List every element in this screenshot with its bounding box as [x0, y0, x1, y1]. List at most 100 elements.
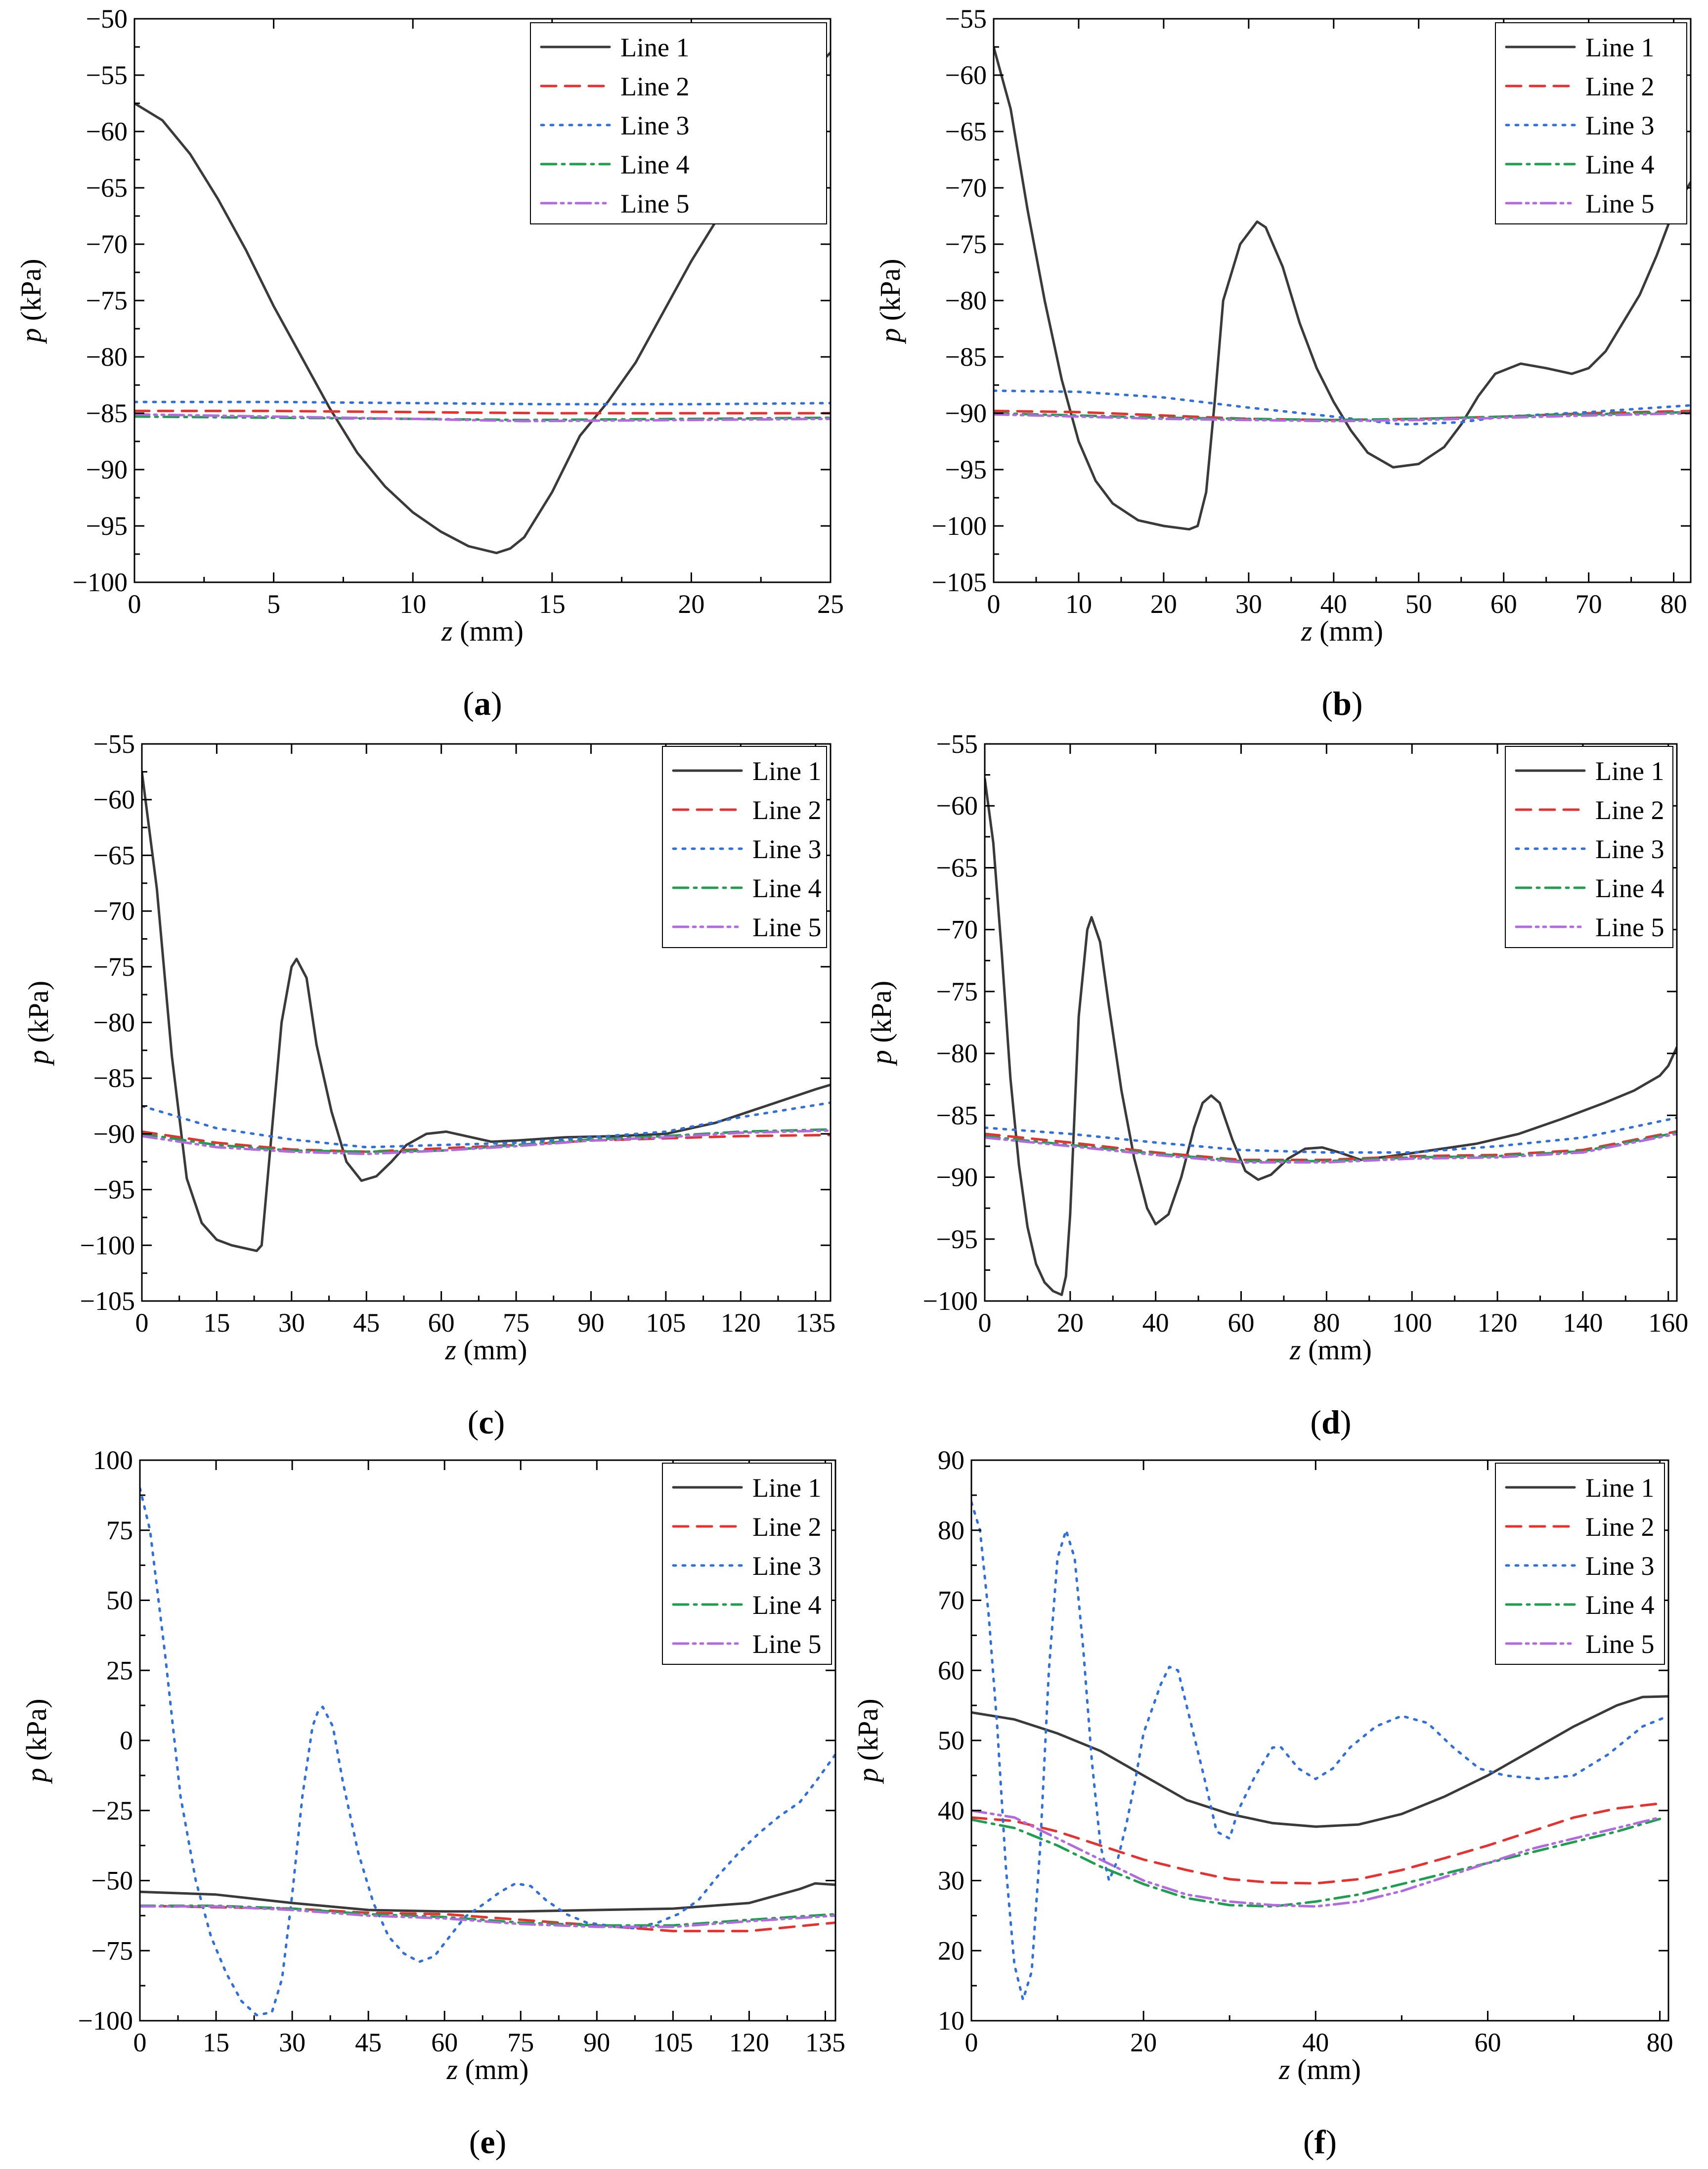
- x-tick-label: 60: [431, 2028, 458, 2057]
- x-axis-unit: (mm): [453, 615, 524, 647]
- x-tick-label: 0: [128, 589, 141, 619]
- x-tick-label: 120: [721, 1308, 761, 1338]
- x-tick-label: 0: [133, 2028, 147, 2057]
- series-line-4: [140, 1905, 835, 1927]
- y-tick-label: −70: [936, 915, 978, 945]
- x-axis-title: z (mm): [1278, 2053, 1361, 2085]
- y-axis-unit: (kPa): [15, 259, 47, 328]
- x-tick-label: 30: [1235, 589, 1262, 619]
- legend: Line 1 Line 2 Line 3 Line 4 Line 5: [1495, 22, 1687, 224]
- y-tick-label: 50: [938, 1726, 964, 1755]
- y-axis-title: p (kPa): [15, 259, 47, 344]
- panel-label: (e): [469, 2123, 507, 2161]
- series-line-3: [985, 1116, 1677, 1154]
- y-axis-unit: (kPa): [874, 259, 906, 328]
- legend: Line 1 Line 2 Line 3 Line 4 Line 5: [662, 1463, 832, 1665]
- x-tick-label: 0: [135, 1308, 149, 1338]
- x-tick-label: 30: [279, 2028, 306, 2057]
- series-line-5: [134, 413, 831, 423]
- y-tick-label: −75: [86, 286, 128, 315]
- panel-letter: d: [1321, 1403, 1340, 1441]
- y-tick-label: 30: [938, 1866, 964, 1896]
- y-tick-label: −60: [86, 117, 128, 146]
- y-axis-var: p: [15, 328, 47, 345]
- legend-label-4: Line 4: [1585, 150, 1654, 179]
- x-tick-label: 60: [428, 1308, 455, 1338]
- legend-label-1: Line 1: [620, 33, 689, 62]
- y-tick-label: −65: [945, 117, 987, 146]
- x-tick-label: 80: [1661, 589, 1687, 619]
- x-axis-var: z: [1278, 2053, 1290, 2085]
- x-tick-label: 15: [203, 2028, 229, 2057]
- x-tick-label: 40: [1302, 2028, 1329, 2057]
- series-line-2: [142, 1130, 831, 1153]
- y-tick-label: 75: [106, 1516, 133, 1545]
- y-tick-label: −90: [936, 1163, 978, 1192]
- y-tick-label: −65: [86, 173, 128, 203]
- x-axis-title: z (mm): [1301, 615, 1383, 647]
- y-tick-label: −80: [936, 1039, 978, 1068]
- x-tick-label: 50: [1405, 589, 1432, 619]
- y-tick-label: −70: [86, 229, 128, 259]
- legend-label-4: Line 4: [1585, 1590, 1654, 1620]
- series-line-1: [140, 1882, 835, 1913]
- legend-box: [1495, 22, 1687, 224]
- legend-box: [530, 22, 827, 224]
- x-tick-label: 120: [1478, 1308, 1518, 1338]
- legend-label-3: Line 3: [1595, 834, 1664, 864]
- legend-label-4: Line 4: [752, 1590, 821, 1620]
- x-tick-label: 5: [267, 589, 280, 619]
- legend-label-2: Line 2: [752, 1512, 821, 1542]
- y-tick-label: 90: [938, 1445, 964, 1475]
- legend-label-2: Line 2: [1595, 795, 1664, 825]
- series-line-5: [140, 1905, 835, 1928]
- legend-label-3: Line 3: [1585, 1551, 1654, 1581]
- legend-label-3: Line 3: [752, 1551, 821, 1581]
- y-axis-unit: (kPa): [22, 981, 54, 1050]
- y-tick-label: −105: [80, 1286, 135, 1316]
- legend-label-5: Line 5: [1585, 189, 1654, 218]
- legend-label-5: Line 5: [1595, 912, 1664, 942]
- y-tick-label: 50: [106, 1586, 133, 1615]
- y-tick-label: −50: [86, 4, 128, 34]
- series-line-3: [140, 1487, 835, 2017]
- panel-label: (d): [1310, 1403, 1351, 1441]
- x-tick-label: 90: [583, 2028, 610, 2057]
- legend-label-4: Line 4: [752, 873, 821, 903]
- y-tick-label: −75: [945, 229, 987, 259]
- y-tick-label: 0: [120, 1726, 133, 1755]
- y-tick-label: −60: [945, 60, 987, 90]
- legend-label-2: Line 2: [1585, 72, 1654, 101]
- y-tick-label: −75: [936, 977, 978, 1006]
- x-axis-var: z: [446, 2053, 458, 2085]
- y-tick-label: −100: [73, 567, 128, 597]
- legend-label-3: Line 3: [620, 111, 689, 140]
- x-axis-title: z (mm): [445, 1334, 527, 1366]
- chart-panel-e: 0 15 30 45 60 75 90 105 120 135 −100 −75 −50 −25 0 25 50…: [20, 1445, 845, 2161]
- legend-box: [1495, 1463, 1665, 1665]
- y-axis-unit: (kPa): [20, 1698, 52, 1768]
- series-line-1: [985, 777, 1677, 1296]
- x-tick-label: 60: [1490, 589, 1517, 619]
- y-tick-label: −90: [945, 398, 987, 428]
- legend-label-1: Line 1: [752, 756, 821, 786]
- x-tick-label: 105: [653, 2028, 693, 2057]
- y-tick-label: 60: [938, 1655, 964, 1685]
- x-tick-label: 60: [1474, 2028, 1501, 2057]
- y-tick-label: −55: [86, 60, 128, 90]
- chart-panel-a: 0 5 10 15 20 25 −100 −95 −90 −85 −80 −75 −70 −65 −60 −5…: [15, 4, 844, 722]
- legend-label-5: Line 5: [752, 1629, 821, 1659]
- legend-label-3: Line 3: [752, 834, 821, 864]
- series-line-2: [134, 409, 831, 415]
- y-axis-title: p (kPa): [852, 1698, 884, 1784]
- x-tick-label: 105: [646, 1308, 686, 1338]
- x-axis-var: z: [445, 1334, 457, 1366]
- y-axis-title: p (kPa): [874, 259, 906, 344]
- legend-label-2: Line 2: [1585, 1512, 1654, 1542]
- x-tick-label: 10: [1065, 589, 1092, 619]
- x-axis-var: z: [1301, 615, 1313, 647]
- x-tick-label: 135: [795, 1308, 835, 1338]
- y-tick-label: −65: [936, 853, 978, 882]
- x-tick-label: 80: [1313, 1308, 1340, 1338]
